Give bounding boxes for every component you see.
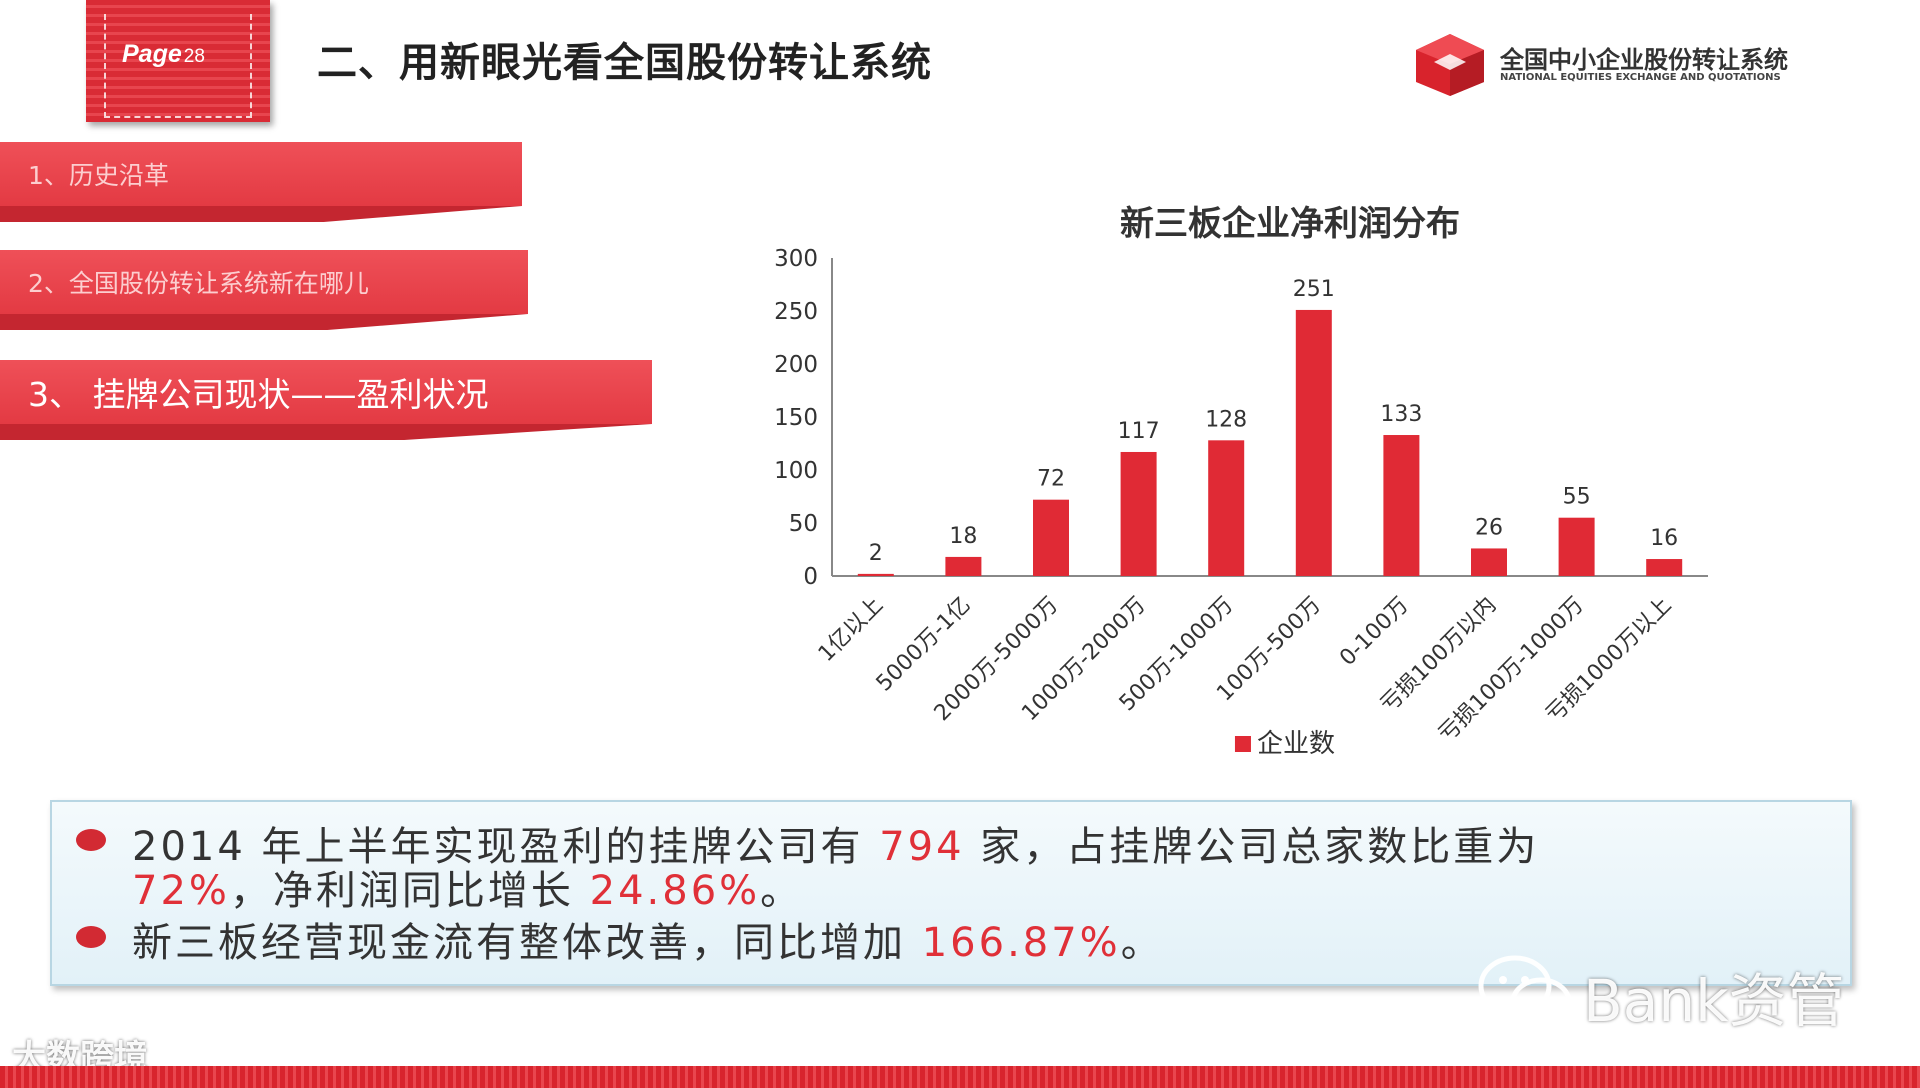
data-label: 72 bbox=[1037, 467, 1065, 492]
wechat-icon bbox=[1478, 955, 1572, 1027]
bullet-icon bbox=[76, 829, 106, 851]
summary-line-3: 新三板经营现金流有整体改善，同比增加 166.87%。 bbox=[132, 920, 1164, 966]
chart-canvas: 05010015020025030021亿以上185000万-1亿722000万… bbox=[774, 246, 1708, 759]
watermark-right-text: Bank资管 bbox=[1583, 967, 1845, 1035]
summary-line-2: 72%，净利润同比增长 24.86%。 bbox=[132, 868, 804, 914]
logo-cube-icon bbox=[1416, 34, 1484, 96]
chart-title: 新三板企业净利润分布 bbox=[1120, 204, 1460, 244]
logo-chinese-name: 全国中小企业股份转让系统 bbox=[1500, 46, 1788, 74]
sidebar-item-profitability[interactable]: 3、 挂牌公司现状——盈利状况 bbox=[0, 360, 652, 440]
y-tick-label: 50 bbox=[789, 511, 818, 537]
sidebar-item-label: 2、全国股份转让系统新在哪儿 bbox=[28, 269, 369, 298]
legend-label: 企业数 bbox=[1257, 729, 1335, 759]
legend-swatch bbox=[1234, 736, 1251, 752]
sidebar-item-label: 3、 挂牌公司现状——盈利状况 bbox=[28, 375, 489, 414]
data-label: 128 bbox=[1205, 407, 1247, 432]
bar bbox=[857, 573, 894, 576]
data-label: 133 bbox=[1380, 402, 1422, 427]
bar bbox=[945, 556, 982, 576]
bullet-icon bbox=[76, 926, 106, 948]
y-tick-label: 200 bbox=[774, 352, 818, 378]
bar bbox=[1033, 499, 1069, 576]
sidebar-item-label: 1、历史沿革 bbox=[28, 161, 169, 190]
bar bbox=[1383, 435, 1420, 576]
y-tick-label: 100 bbox=[774, 458, 818, 484]
y-tick-label: 0 bbox=[803, 564, 818, 590]
profit-growth: 24.86% bbox=[589, 868, 761, 914]
page-badge: Page 28 bbox=[86, 0, 270, 122]
logo: 全国中小企业股份转让系统 NATIONAL EQUITIES EXCHANGE … bbox=[1412, 32, 1862, 98]
x-tick-label: 亏损100万-1000万 bbox=[1434, 593, 1589, 748]
bar bbox=[1646, 559, 1683, 576]
data-label: 18 bbox=[949, 524, 977, 549]
sidebar-item-history[interactable]: 1、历史沿革 bbox=[0, 142, 522, 222]
page-title: 二、用新眼光看全国股份转让系统 bbox=[317, 40, 932, 86]
y-tick-label: 300 bbox=[774, 246, 818, 272]
data-label: 2 bbox=[869, 541, 883, 566]
data-label: 117 bbox=[1118, 419, 1160, 444]
profitable-share: 72% bbox=[132, 868, 230, 914]
bar bbox=[1558, 517, 1595, 576]
y-tick-label: 150 bbox=[774, 405, 818, 431]
data-label: 16 bbox=[1650, 526, 1678, 551]
bottom-band bbox=[0, 1066, 1920, 1088]
bar bbox=[1295, 309, 1332, 576]
bar bbox=[1208, 440, 1245, 576]
data-label: 251 bbox=[1293, 277, 1335, 302]
page-label: Page 28 bbox=[122, 40, 205, 68]
logo-english-name: NATIONAL EQUITIES EXCHANGE AND QUOTATION… bbox=[1500, 72, 1781, 83]
profitable-count: 794 bbox=[879, 824, 965, 870]
x-tick-label: 0-100万 bbox=[1335, 593, 1413, 671]
data-label: 55 bbox=[1563, 485, 1591, 510]
cashflow-growth: 166.87% bbox=[921, 920, 1121, 966]
page-number: 28 bbox=[183, 46, 205, 67]
data-label: 26 bbox=[1475, 515, 1503, 540]
profit-distribution-chart: 新三板企业净利润分布 0 50 100 150 200 250 300 2 1亿以上 18 5000… bbox=[720, 180, 1760, 800]
bar bbox=[1120, 451, 1157, 576]
sidebar-item-whats-new[interactable]: 2、全国股份转让系统新在哪儿 bbox=[0, 250, 528, 330]
summary-line-1: 2014 年上半年实现盈利的挂牌公司有 794 家，占挂牌公司总家数比重为 bbox=[132, 824, 1540, 870]
bar bbox=[1471, 548, 1507, 576]
summary-box: 2014 年上半年实现盈利的挂牌公司有 794 家，占挂牌公司总家数比重为 72… bbox=[50, 800, 1852, 986]
y-tick-label: 250 bbox=[774, 299, 818, 325]
x-tick-label: 1亿以上 bbox=[814, 593, 888, 667]
